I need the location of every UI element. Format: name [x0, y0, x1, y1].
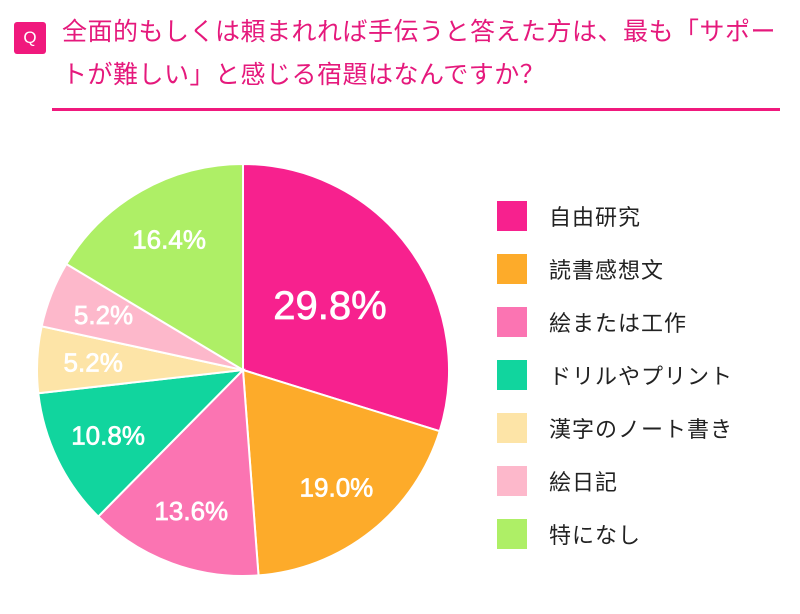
pie-slice-label: 29.8% — [273, 284, 386, 328]
pie-slice — [242, 162, 450, 433]
legend-swatch — [497, 465, 527, 496]
header-divider — [52, 108, 780, 111]
legend-item: ドリルやプリント — [497, 348, 733, 401]
legend-swatch — [497, 518, 527, 549]
legend-label: ドリルやプリント — [549, 364, 734, 390]
pie-slice-label: 13.6% — [154, 496, 228, 526]
pie-slice — [241, 368, 441, 577]
chart-legend: 自由研究読書感想文絵または工作ドリルやプリント 漢字のノート書き 絵日記特になし — [497, 189, 733, 560]
legend-swatch — [497, 306, 527, 337]
legend-item: 特になし — [497, 507, 733, 560]
legend-label: 特になし — [549, 523, 642, 549]
pie-slice-label: 19.0% — [300, 472, 374, 502]
legend-swatch — [497, 359, 527, 390]
legend-swatch — [497, 412, 527, 443]
legend-swatch — [497, 253, 527, 284]
legend-item: 自由研究 — [497, 189, 733, 242]
legend-item: 漢字のノート書き — [497, 401, 733, 454]
legend-label: 絵または工作 — [549, 311, 688, 337]
legend-swatch — [497, 200, 527, 231]
legend-item: 絵日記 — [497, 454, 733, 507]
pie-slice — [37, 368, 246, 518]
pie-slice — [96, 367, 260, 577]
legend-label: 絵日記 — [549, 470, 619, 496]
pie-slice — [64, 162, 244, 372]
legend-label: 自由研究 — [549, 205, 642, 231]
pie-slice-label: 10.8% — [71, 421, 145, 451]
legend-label: 読書感想文 — [549, 258, 665, 284]
question-title: 全面的もしくは頼まれれば手伝うと答えた方は、最も「サポートが難しい」と感じる宿題… — [62, 17, 777, 89]
pie-slice-label: 5.2% — [64, 347, 123, 377]
pie-slice-label: 16.4% — [132, 224, 206, 254]
legend-item: 絵または工作 — [497, 295, 733, 348]
legend-item: 読書感想文 — [497, 242, 733, 295]
question-badge: Q — [14, 22, 46, 54]
legend-label: 漢字のノート書き — [549, 417, 734, 443]
pie-slice-label: 5.2% — [74, 300, 133, 330]
